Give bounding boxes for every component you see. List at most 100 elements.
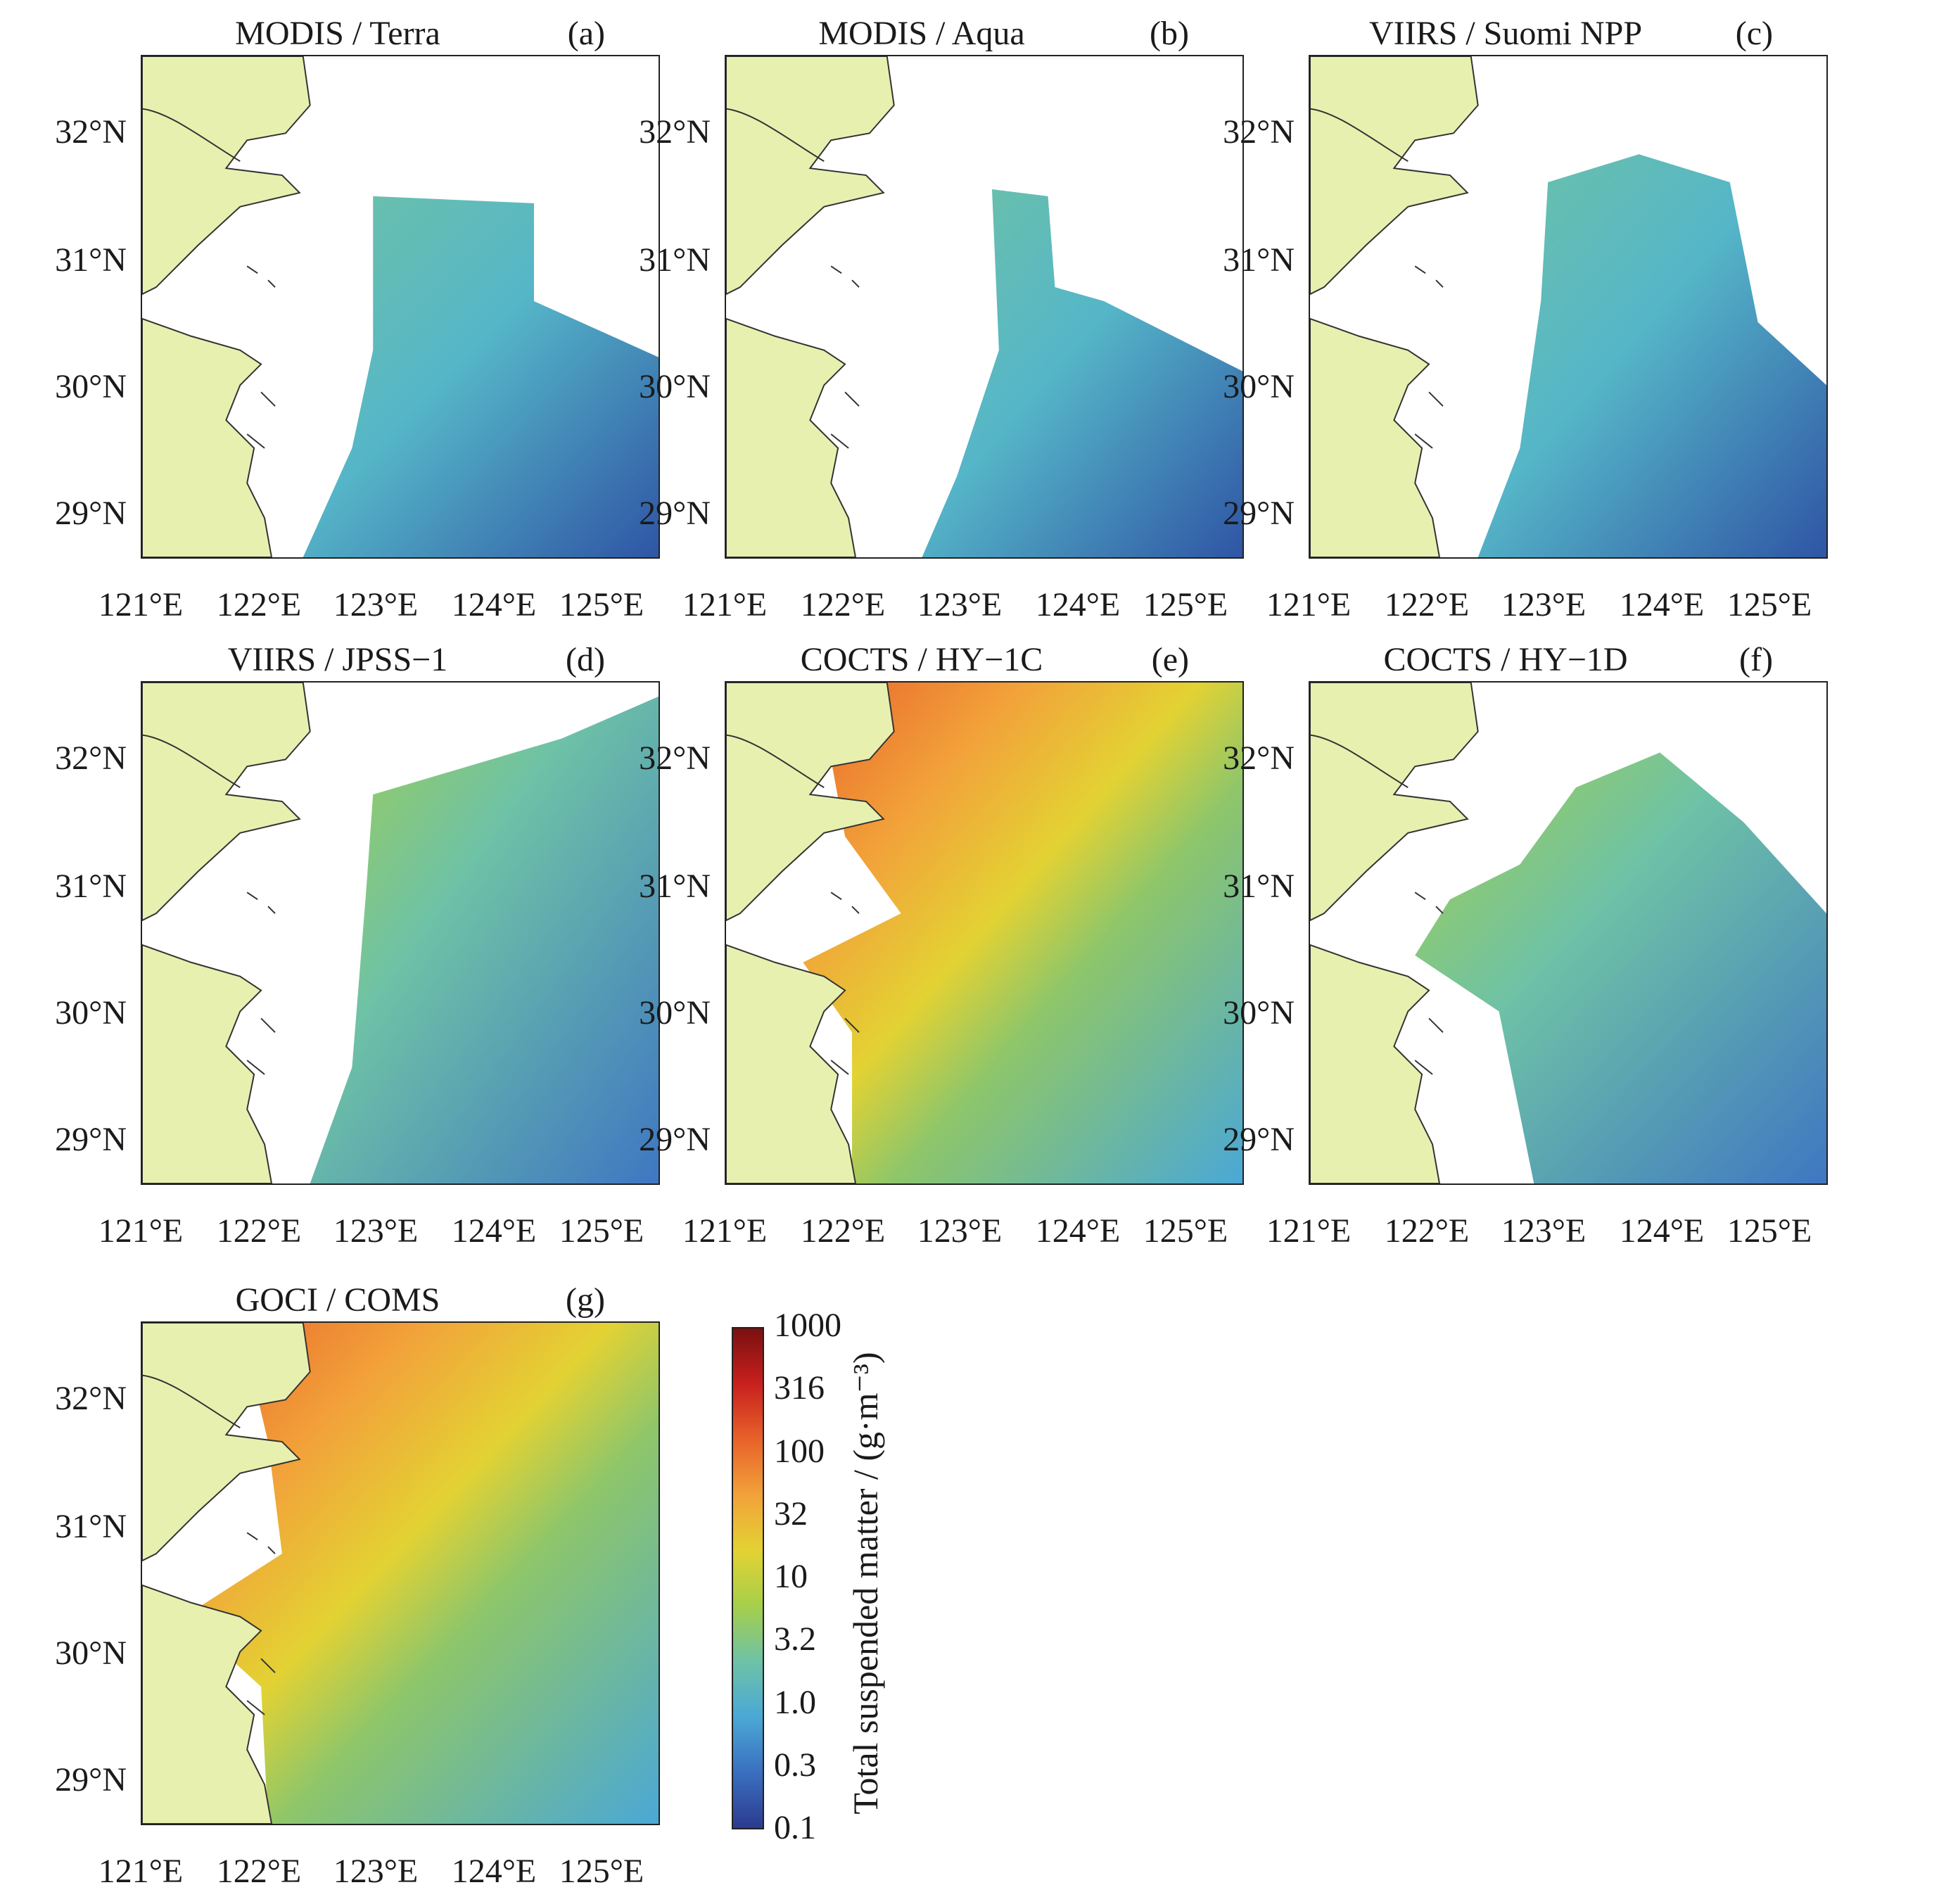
colorbar-tick-label: 3.2 xyxy=(774,1620,816,1658)
colorbar-tick-label: 0.3 xyxy=(774,1746,816,1784)
lon-tick-label: 122°E xyxy=(216,1212,302,1250)
lat-tick-label: 31°N xyxy=(639,868,711,905)
colorbar-title: Total suspended matter / (g·m⁻³) xyxy=(846,1352,885,1815)
lat-tick-label: 30°N xyxy=(639,368,711,405)
lat-tick-label: 30°N xyxy=(1223,994,1295,1032)
lat-tick-label: 32°N xyxy=(1223,113,1295,151)
map-area xyxy=(725,681,1244,1185)
lat-tick-label: 29°N xyxy=(55,1121,127,1158)
panel-title: VIIRS / Suomi NPP xyxy=(1368,15,1643,52)
map-panel: MODIS / Terra (a) 32°N 31°N 30°N 29°N 121°E 1… xyxy=(0,14,660,633)
panel-label: (e) xyxy=(1151,641,1189,678)
lon-tick-label: 121°E xyxy=(682,586,768,623)
map-area xyxy=(141,681,660,1185)
lon-tick-label: 122°E xyxy=(1384,1212,1470,1250)
lat-tick-label: 30°N xyxy=(55,1635,127,1672)
lat-tick-label: 32°N xyxy=(55,113,127,151)
lat-tick-label: 31°N xyxy=(639,241,711,279)
panel-title: GOCI / COMS xyxy=(235,1281,440,1319)
map-panel: VIIRS / Suomi NPP (c) 32°N 31°N 30°N 29°N 12… xyxy=(1168,14,1828,633)
lon-tick-label: 123°E xyxy=(333,586,419,623)
lon-tick-label: 121°E xyxy=(1266,1212,1352,1250)
lon-tick-label: 123°E xyxy=(917,586,1003,623)
lon-tick-label: 122°E xyxy=(216,586,302,623)
lon-tick-label: 124°E xyxy=(1035,1212,1121,1250)
lon-tick-label: 124°E xyxy=(1619,586,1705,623)
lat-tick-label: 32°N xyxy=(639,740,711,777)
colorbar-tick-label: 100 xyxy=(774,1432,825,1470)
lon-tick-label: 122°E xyxy=(1384,586,1470,623)
lon-tick-label: 125°E xyxy=(1143,1212,1228,1250)
panel-title: MODIS / Terra xyxy=(235,15,440,52)
colorbar-tick-label: 1.0 xyxy=(774,1683,816,1721)
lat-tick-label: 32°N xyxy=(639,113,711,151)
panel-label: (g) xyxy=(566,1281,605,1319)
lon-tick-label: 125°E xyxy=(1727,586,1812,623)
map-panel: COCTS / HY−1C (e) 32°N 31°N 30°N 29°N 121°E 1… xyxy=(584,640,1244,1259)
lat-tick-label: 30°N xyxy=(55,368,127,405)
panel-title: COCTS / HY−1C xyxy=(800,641,1043,678)
lat-tick-label: 30°N xyxy=(55,994,127,1032)
lat-tick-label: 29°N xyxy=(55,495,127,532)
lat-tick-label: 32°N xyxy=(1223,740,1295,777)
lon-tick-label: 121°E xyxy=(98,586,184,623)
lon-tick-label: 124°E xyxy=(451,1212,537,1250)
lon-tick-label: 122°E xyxy=(216,1853,302,1890)
lat-tick-label: 32°N xyxy=(55,1380,127,1417)
lon-tick-label: 121°E xyxy=(1266,586,1352,623)
map-area xyxy=(725,55,1244,559)
lon-tick-label: 121°E xyxy=(98,1212,184,1250)
lon-tick-label: 121°E xyxy=(98,1853,184,1890)
lat-tick-label: 31°N xyxy=(1223,868,1295,905)
panel-title: VIIRS / JPSS−1 xyxy=(227,641,448,678)
lon-tick-label: 125°E xyxy=(1727,1212,1812,1250)
lon-tick-label: 123°E xyxy=(1501,1212,1587,1250)
lon-tick-label: 124°E xyxy=(1035,586,1121,623)
lon-tick-label: 125°E xyxy=(559,1212,644,1250)
lat-tick-label: 30°N xyxy=(1223,368,1295,405)
map-panel: MODIS / Aqua (b) 32°N 31°N 30°N 29°N 121°E 12… xyxy=(584,14,1244,633)
panel-label: (b) xyxy=(1150,15,1189,52)
colorbar-tick-label: 316 xyxy=(774,1369,825,1407)
lon-tick-label: 123°E xyxy=(333,1212,419,1250)
colorbar-tick-label: 0.1 xyxy=(774,1809,816,1846)
map-area xyxy=(141,55,660,559)
lon-tick-label: 125°E xyxy=(559,586,644,623)
lon-tick-label: 123°E xyxy=(1501,586,1587,623)
map-area xyxy=(141,1321,660,1825)
colorbar-tick-label: 10 xyxy=(774,1558,808,1595)
colorbar-tick-label: 1000 xyxy=(774,1307,841,1344)
map-panel: VIIRS / JPSS−1 (d) 32°N 31°N 30°N 29°N 121°E… xyxy=(0,640,660,1259)
panel-label: (f) xyxy=(1739,641,1773,678)
lon-tick-label: 125°E xyxy=(559,1853,644,1890)
lon-tick-label: 122°E xyxy=(800,1212,886,1250)
panel-label: (c) xyxy=(1735,15,1773,52)
lon-tick-label: 122°E xyxy=(800,586,886,623)
map-area xyxy=(1309,55,1828,559)
lat-tick-label: 32°N xyxy=(55,740,127,777)
panel-label: (d) xyxy=(566,641,605,678)
lat-tick-label: 31°N xyxy=(1223,241,1295,279)
lon-tick-label: 125°E xyxy=(1143,586,1228,623)
lat-tick-label: 31°N xyxy=(55,868,127,905)
lon-tick-label: 124°E xyxy=(451,586,537,623)
lon-tick-label: 121°E xyxy=(682,1212,768,1250)
map-panel: GOCI / COMS (g) 32°N 31°N 30°N 29°N 121°E 122… xyxy=(0,1281,660,1900)
lat-tick-label: 31°N xyxy=(55,241,127,279)
colorbar xyxy=(732,1327,764,1829)
panel-title: COCTS / HY−1D xyxy=(1383,641,1628,678)
map-panel: COCTS / HY−1D (f) 32°N 31°N 30°N 29°N 121°E 1… xyxy=(1168,640,1828,1259)
lat-tick-label: 30°N xyxy=(639,994,711,1032)
colorbar-tick-label: 32 xyxy=(774,1494,808,1532)
lat-tick-label: 29°N xyxy=(639,495,711,532)
lon-tick-label: 124°E xyxy=(451,1853,537,1890)
lon-tick-label: 123°E xyxy=(333,1853,419,1890)
panel-label: (a) xyxy=(567,15,605,52)
lat-tick-label: 31°N xyxy=(55,1508,127,1545)
lat-tick-label: 29°N xyxy=(1223,1121,1295,1158)
lon-tick-label: 124°E xyxy=(1619,1212,1705,1250)
lon-tick-label: 123°E xyxy=(917,1212,1003,1250)
lat-tick-label: 29°N xyxy=(55,1761,127,1798)
lat-tick-label: 29°N xyxy=(639,1121,711,1158)
lat-tick-label: 29°N xyxy=(1223,495,1295,532)
